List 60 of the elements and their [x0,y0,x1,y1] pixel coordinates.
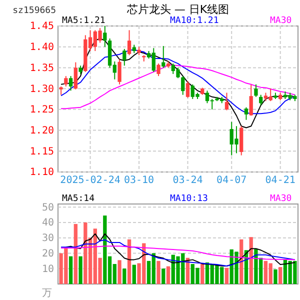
candlestick [259,94,263,106]
text: MA10:1.21 [170,16,219,26]
bar [200,263,204,284]
bar [162,268,166,284]
y-tick-label: 1.30 [30,84,54,95]
candlestick [156,63,160,77]
y-tick-label: 1.35 [30,62,54,74]
bar [68,256,73,284]
y-tick-label: 1.20 [30,125,54,136]
y-tick-label: 1.45 [30,21,54,32]
bar [156,260,160,284]
bar [132,264,136,284]
series-label: MA5:1.21 [62,16,106,26]
y-tick-label: 20 [42,248,54,260]
y-tick-label: 1.10 [30,167,54,178]
bar [249,237,253,284]
x-tick-label: 2025-02-24 [60,175,120,186]
candlestick [68,76,73,92]
chart-subtitle: sz159665 [12,6,56,16]
candlestick [249,84,253,116]
y-axis-title: 万 [42,288,52,299]
x-tick-label: 04-07 [216,175,247,186]
candlestick [181,76,185,96]
bar [127,239,132,284]
candlestick [254,84,258,98]
candlestick [186,80,190,98]
x-tick-label: 03-10 [124,175,154,186]
candlestick [64,76,68,87]
bar [224,268,229,284]
y-tick-label: 50 [42,202,54,214]
candlestick [244,106,248,120]
candlestick [162,46,166,68]
chart-title: 芯片龙头 — 日K线图 [126,3,230,16]
line-series [65,233,296,266]
y-tick-label: 40 [42,218,54,229]
y-tick-label: 1.25 [30,104,54,116]
text: MA30 [270,16,292,26]
candlestick [103,26,107,48]
bar [278,267,282,284]
candlestick [127,30,132,56]
y-tick-label: 10 [42,264,54,275]
bar [166,266,170,284]
bar [274,269,278,284]
candlestick [118,58,122,85]
text: MA30 [270,194,292,204]
bar [78,256,82,284]
bar [118,260,122,284]
candlestick [122,48,126,66]
candlestick [74,62,78,90]
y-tick-label: 1.40 [30,42,54,54]
candlestick [224,92,229,111]
y-tick-label: 30 [42,233,54,244]
line-series [60,246,296,260]
x-tick-label: 03-24 [172,175,203,186]
bar [74,224,78,284]
x-tick-label: 04-21 [265,175,296,186]
y-tick-label: 1.15 [30,146,54,158]
text: MA10:13 [170,194,208,204]
bar [122,268,126,284]
text: MA5:14 [62,194,95,204]
